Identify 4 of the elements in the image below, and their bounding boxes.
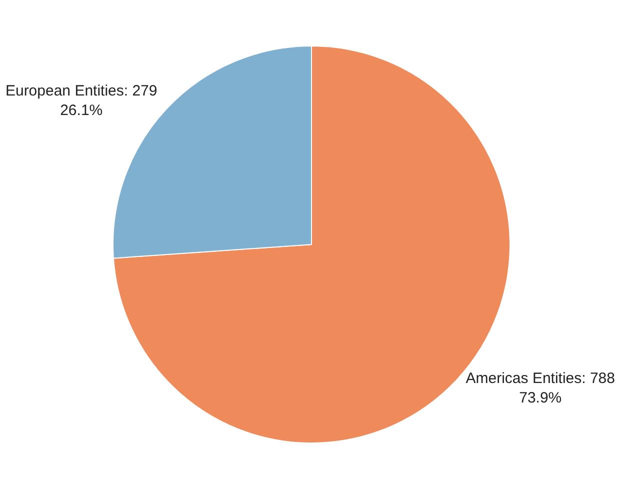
data-label: 73.9% [519, 390, 562, 407]
slice-label: Americas Entities: 788 [466, 370, 615, 388]
slice-label: European Entities: 279 [5, 82, 158, 100]
data-label: 26.1% [60, 102, 103, 119]
